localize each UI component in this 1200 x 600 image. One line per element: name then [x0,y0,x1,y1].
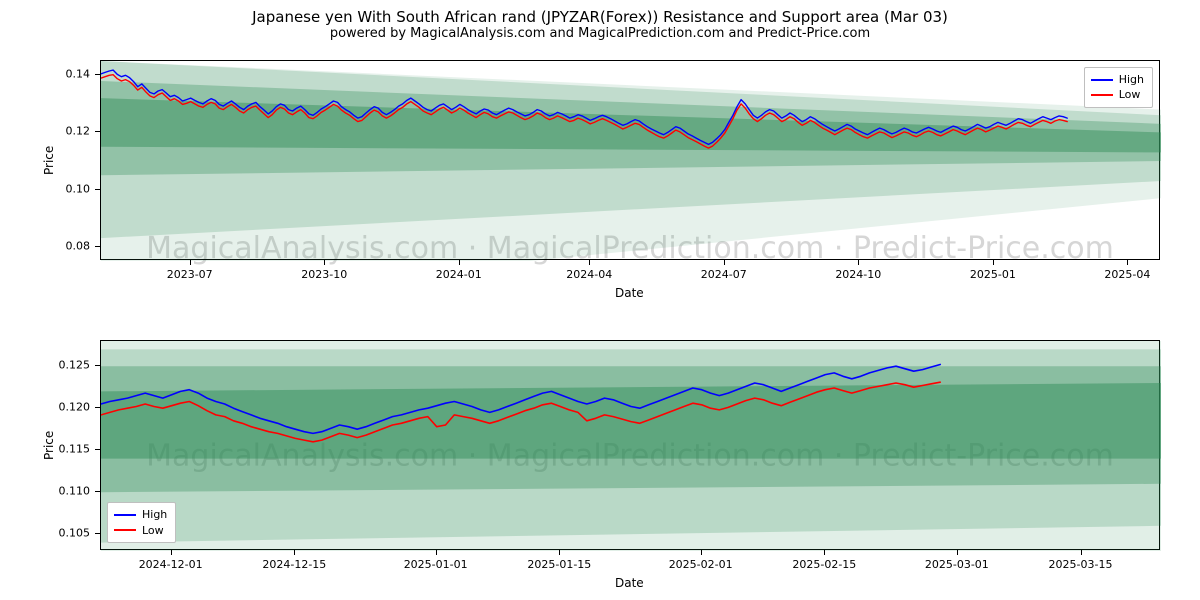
legend-item: High [1091,72,1144,87]
top-chart-svg [101,61,1161,261]
y-tick-mark [95,365,100,366]
y-tick-label: 0.10 [46,182,90,195]
legend-label: High [1119,72,1144,87]
chart-title: Japanese yen With South African rand (JP… [0,8,1200,26]
x-tick-mark [724,260,725,265]
y-tick-mark [95,131,100,132]
legend-swatch [114,514,136,516]
bottom-chart-x-axis-title: Date [615,576,644,590]
x-tick-label: 2024-12-15 [262,558,326,571]
x-tick-label: 2024-01 [436,268,482,281]
x-tick-mark [993,260,994,265]
y-tick-mark [95,407,100,408]
x-tick-mark [171,550,172,555]
x-tick-label: 2025-01-01 [404,558,468,571]
legend-item: Low [114,523,167,538]
x-tick-mark [559,550,560,555]
x-tick-label: 2025-03-15 [1049,558,1113,571]
bottom-chart-svg [101,341,1161,551]
bottom-chart-legend: HighLow [107,502,176,543]
x-tick-label: 2025-02-15 [792,558,856,571]
x-tick-mark [824,550,825,555]
x-tick-label: 2025-01-15 [527,558,591,571]
x-tick-mark [957,550,958,555]
y-tick-label: 0.120 [46,401,90,414]
y-tick-label: 0.115 [46,443,90,456]
bottom-chart-frame: HighLow [100,340,1160,550]
y-tick-mark [95,491,100,492]
x-tick-mark [459,260,460,265]
x-tick-label: 2023-10 [301,268,347,281]
y-tick-mark [95,449,100,450]
x-tick-label: 2025-03-01 [925,558,989,571]
legend-item: Low [1091,87,1144,102]
x-tick-mark [294,550,295,555]
y-tick-label: 0.14 [46,68,90,81]
y-tick-mark [95,189,100,190]
x-tick-label: 2023-07 [167,268,213,281]
x-tick-mark [1081,550,1082,555]
top-chart-legend: HighLow [1084,67,1153,108]
x-tick-label: 2024-07 [701,268,747,281]
y-tick-label: 0.110 [46,485,90,498]
legend-label: High [142,507,167,522]
y-tick-label: 0.105 [46,527,90,540]
legend-label: Low [1119,87,1141,102]
x-tick-mark [1127,260,1128,265]
x-tick-label: 2024-12-01 [139,558,203,571]
chart-subtitle: powered by MagicalAnalysis.com and Magic… [0,26,1200,42]
x-tick-label: 2025-02-01 [669,558,733,571]
x-tick-mark [858,260,859,265]
y-tick-label: 0.12 [46,125,90,138]
x-tick-mark [589,260,590,265]
x-tick-mark [324,260,325,265]
x-tick-label: 2024-04 [566,268,612,281]
y-tick-label: 0.08 [46,239,90,252]
legend-item: High [114,507,167,522]
y-tick-mark [95,74,100,75]
x-tick-mark [701,550,702,555]
legend-swatch [114,529,136,531]
y-tick-label: 0.125 [46,359,90,372]
y-tick-mark [95,533,100,534]
x-tick-label: 2025-04 [1104,268,1150,281]
legend-label: Low [142,523,164,538]
x-tick-mark [190,260,191,265]
top-chart-y-axis-title: Price [42,146,56,175]
top-chart-x-axis-title: Date [615,286,644,300]
legend-swatch [1091,94,1113,96]
top-chart-frame: HighLow [100,60,1160,260]
legend-swatch [1091,79,1113,81]
y-tick-mark [95,246,100,247]
x-tick-label: 2024-10 [835,268,881,281]
x-tick-label: 2025-01 [970,268,1016,281]
x-tick-mark [436,550,437,555]
